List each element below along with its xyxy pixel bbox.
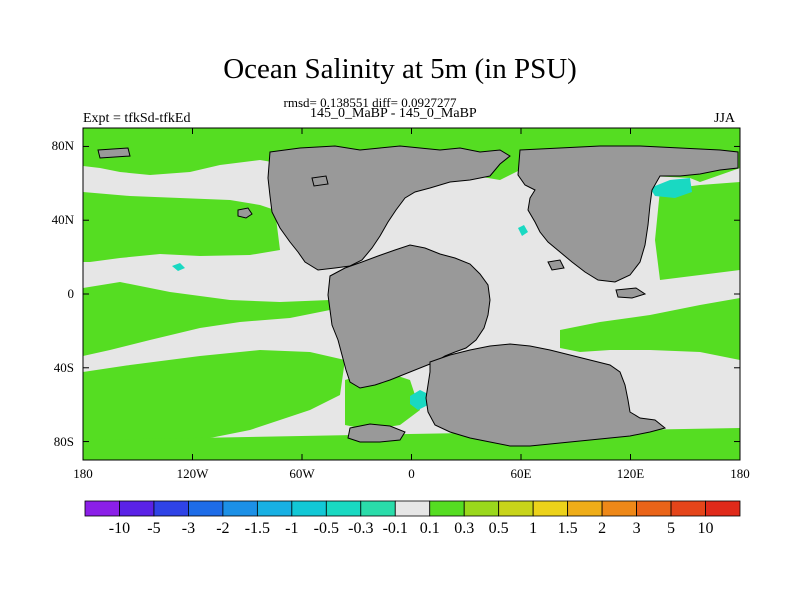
land-masses bbox=[97, 145, 739, 447]
colorbar-swatch bbox=[256, 500, 293, 517]
x-tick-label: 60W bbox=[289, 466, 315, 481]
colorbar-swatch bbox=[291, 500, 327, 517]
colorbar-label: -1.5 bbox=[244, 520, 271, 537]
colorbar-label: 5 bbox=[667, 520, 676, 537]
colorbar-swatch bbox=[222, 500, 258, 517]
negative-patches bbox=[172, 178, 692, 410]
colorbar-label: -2 bbox=[216, 520, 230, 537]
land-gondwana-east bbox=[425, 343, 667, 447]
colorbar-swatch bbox=[360, 500, 396, 517]
x-tick-label: 0 bbox=[408, 466, 415, 481]
y-tick-label: 40N bbox=[51, 212, 74, 228]
colorbar-swatch bbox=[394, 500, 431, 517]
negative-patch-tethys bbox=[518, 225, 528, 236]
colorbar-swatch bbox=[325, 500, 362, 517]
colorbar-label: -0.3 bbox=[348, 520, 374, 537]
colorbar-label: 0.1 bbox=[419, 520, 440, 537]
colorbar-label: -5 bbox=[147, 520, 161, 537]
colorbar-label: 0.5 bbox=[488, 520, 509, 537]
land-island-2 bbox=[615, 287, 647, 299]
negative-patch-pacific bbox=[172, 263, 185, 271]
positive-region-east-equatorial bbox=[560, 298, 740, 360]
land-gondwana-west bbox=[327, 244, 491, 389]
colorbar-swatch bbox=[153, 500, 189, 517]
colorbar-swatch bbox=[705, 500, 741, 517]
colorbar-label: -1 bbox=[285, 520, 299, 537]
colorbar-swatch bbox=[119, 500, 155, 517]
x-tick-label: 60E bbox=[510, 466, 532, 481]
land-antarctic-peninsula bbox=[347, 423, 406, 443]
colorbar-swatch bbox=[532, 500, 569, 517]
colorbar-label: 2 bbox=[598, 520, 607, 537]
y-tick-label: 80N bbox=[51, 138, 74, 154]
land-island-1 bbox=[237, 207, 253, 219]
positive-region-east-ocean bbox=[655, 182, 740, 280]
colorbar-swatch bbox=[498, 500, 534, 517]
colorbar-swatch bbox=[670, 500, 706, 517]
y-tick-label: 40S bbox=[53, 359, 74, 375]
land-laurasia-east bbox=[517, 145, 739, 283]
colorbar-swatch bbox=[601, 500, 637, 517]
land-island-5 bbox=[311, 175, 329, 187]
y-axis-ticks bbox=[83, 145, 740, 443]
stats-line: rmsd= 0.138551 diff= 0.0927277 bbox=[283, 95, 457, 110]
positive-region-south-pacific bbox=[83, 350, 345, 455]
colorbar-label: -3 bbox=[181, 520, 196, 537]
x-tick-label: 120W bbox=[176, 466, 209, 481]
experiment-label: Expt = tfkSd-tfkEd bbox=[83, 111, 191, 126]
land-island-3 bbox=[547, 259, 565, 271]
land-laurasia-west bbox=[267, 145, 511, 271]
colorbar-label: -0.5 bbox=[313, 520, 339, 537]
chart-title: Ocean Salinity at 5m (in PSU) bbox=[223, 53, 577, 85]
colorbar-label: -10 bbox=[108, 520, 131, 537]
negative-patch-arctic bbox=[650, 178, 692, 198]
positive-region-north-pacific bbox=[83, 192, 280, 262]
negative-patch-south-atlantic bbox=[410, 390, 430, 410]
x-tick-label: 180 bbox=[730, 466, 750, 481]
x-tick-label: 180 bbox=[73, 466, 93, 481]
y-tick-label: 0 bbox=[67, 286, 75, 301]
colorbar-label: -0.1 bbox=[382, 520, 408, 537]
positive-region-west-equatorial bbox=[83, 282, 330, 356]
colorbar-swatch bbox=[636, 500, 672, 517]
colorbar bbox=[84, 500, 741, 517]
season-label: JJA bbox=[714, 111, 736, 126]
colorbar-label: 1.5 bbox=[557, 520, 578, 537]
x-axis-ticks bbox=[82, 128, 741, 460]
y-tick-label: 80S bbox=[53, 433, 74, 449]
land-island-4 bbox=[97, 147, 131, 159]
colorbar-label: 0.3 bbox=[454, 520, 475, 537]
colorbar-swatch bbox=[84, 500, 120, 517]
colorbar-swatch bbox=[429, 500, 465, 517]
colorbar-swatch bbox=[567, 500, 603, 517]
colorbar-label: 10 bbox=[697, 520, 714, 537]
x-tick-label: 120E bbox=[616, 466, 645, 481]
comparison-label: 145_0_MaBP - 145_0_MaBP bbox=[310, 106, 477, 121]
colorbar-swatch bbox=[188, 500, 224, 517]
colorbar-swatch bbox=[463, 500, 500, 517]
colorbar-label: 3 bbox=[632, 520, 641, 537]
colorbar-label: 1 bbox=[529, 520, 538, 537]
